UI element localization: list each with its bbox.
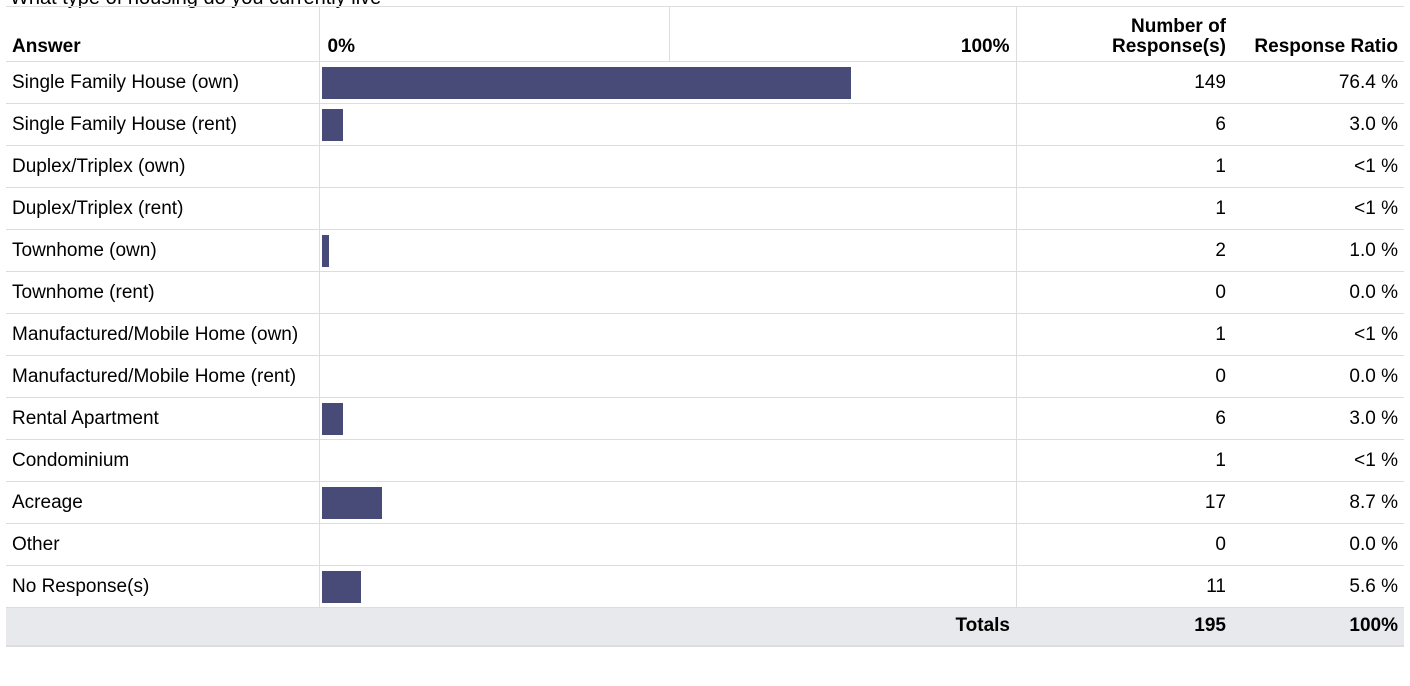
response-count: 17 (1016, 481, 1232, 524)
bar-cell (318, 355, 1017, 398)
response-count: 1 (1016, 145, 1232, 188)
table-row: Condominium 1 <1 % (6, 439, 1404, 482)
results-table: Answer 0% 100% Number of Response(s) Res… (6, 6, 1404, 647)
response-bar (321, 109, 343, 141)
bar-cell (318, 565, 1017, 608)
answer-label: Acreage (6, 481, 319, 524)
response-ratio: 0.0 % (1232, 271, 1404, 314)
response-ratio: <1 % (1232, 313, 1404, 356)
table-row: Single Family House (rent) 6 3.0 % (6, 103, 1404, 146)
response-count: 1 (1016, 439, 1232, 482)
answer-label: Duplex/Triplex (own) (6, 145, 319, 188)
bar-cell (318, 481, 1017, 524)
answer-label: Single Family House (rent) (6, 103, 319, 146)
answer-label: Condominium (6, 439, 319, 482)
response-count: 2 (1016, 229, 1232, 272)
table-row: Manufactured/Mobile Home (own) 1 <1 % (6, 313, 1404, 356)
response-count: 0 (1016, 355, 1232, 398)
response-ratio: <1 % (1232, 187, 1404, 230)
response-count: 149 (1016, 61, 1232, 104)
response-ratio: 3.0 % (1232, 103, 1404, 146)
count-column-header: Number of Response(s) (1016, 6, 1232, 62)
table-row: Single Family House (own) 149 76.4 % (6, 61, 1404, 104)
response-ratio: 3.0 % (1232, 397, 1404, 440)
response-count: 0 (1016, 523, 1232, 566)
response-ratio: 8.7 % (1232, 481, 1404, 524)
answer-label: Single Family House (own) (6, 61, 319, 104)
totals-count: 195 (1016, 607, 1232, 647)
response-count: 11 (1016, 565, 1232, 608)
answer-label: Manufactured/Mobile Home (own) (6, 313, 319, 356)
answer-label: Manufactured/Mobile Home (rent) (6, 355, 319, 398)
bar-cell (318, 271, 1017, 314)
response-ratio: 0.0 % (1232, 355, 1404, 398)
bar-cell (318, 103, 1017, 146)
bar-cell (318, 187, 1017, 230)
response-count: 1 (1016, 187, 1232, 230)
scale-max-label: 100% (960, 36, 1010, 57)
ratio-column-header: Response Ratio (1232, 6, 1404, 62)
percent-scale-header: 0% 100% (318, 6, 1017, 62)
response-count: 1 (1016, 313, 1232, 356)
answer-label: Other (6, 523, 319, 566)
scale-min-label: 0% (327, 36, 355, 57)
table-row: Townhome (rent) 0 0.0 % (6, 271, 1404, 314)
bar-cell (318, 61, 1017, 104)
table-row: Manufactured/Mobile Home (rent) 0 0.0 % (6, 355, 1404, 398)
table-row: Townhome (own) 2 1.0 % (6, 229, 1404, 272)
response-ratio: 76.4 % (1232, 61, 1404, 104)
scale-midline (668, 7, 670, 61)
response-count: 0 (1016, 271, 1232, 314)
totals-ratio: 100% (1232, 607, 1404, 647)
bar-cell (318, 523, 1017, 566)
answer-label: Townhome (rent) (6, 271, 319, 314)
answer-label: Duplex/Triplex (rent) (6, 187, 319, 230)
bar-cell (318, 145, 1017, 188)
bar-cell (318, 229, 1017, 272)
answer-label: Rental Apartment (6, 397, 319, 440)
response-ratio: 5.6 % (1232, 565, 1404, 608)
table-row: Acreage 17 8.7 % (6, 481, 1404, 524)
response-bar (321, 487, 382, 519)
response-bar (321, 235, 329, 267)
table-row: No Response(s) 11 5.6 % (6, 565, 1404, 608)
response-ratio: 1.0 % (1232, 229, 1404, 272)
response-ratio: 0.0 % (1232, 523, 1404, 566)
response-bar (321, 67, 851, 99)
answer-column-header: Answer (6, 6, 319, 62)
totals-row: Totals 195 100% (6, 607, 1404, 647)
response-bar (321, 571, 361, 603)
bar-cell (318, 439, 1017, 482)
table-header-row: Answer 0% 100% Number of Response(s) Res… (6, 6, 1404, 62)
response-bar (321, 403, 343, 435)
answer-label: Townhome (own) (6, 229, 319, 272)
question-text: What type of housing do you currently li… (10, 0, 381, 8)
bar-cell (318, 313, 1017, 356)
bar-cell (318, 397, 1017, 440)
response-count: 6 (1016, 397, 1232, 440)
table-row: Duplex/Triplex (own) 1 <1 % (6, 145, 1404, 188)
response-ratio: <1 % (1232, 439, 1404, 482)
table-row: Other 0 0.0 % (6, 523, 1404, 566)
table-row: Duplex/Triplex (rent) 1 <1 % (6, 187, 1404, 230)
answer-label: No Response(s) (6, 565, 319, 608)
table-row: Rental Apartment 6 3.0 % (6, 397, 1404, 440)
response-ratio: <1 % (1232, 145, 1404, 188)
totals-label: Totals (319, 607, 1016, 647)
response-count: 6 (1016, 103, 1232, 146)
